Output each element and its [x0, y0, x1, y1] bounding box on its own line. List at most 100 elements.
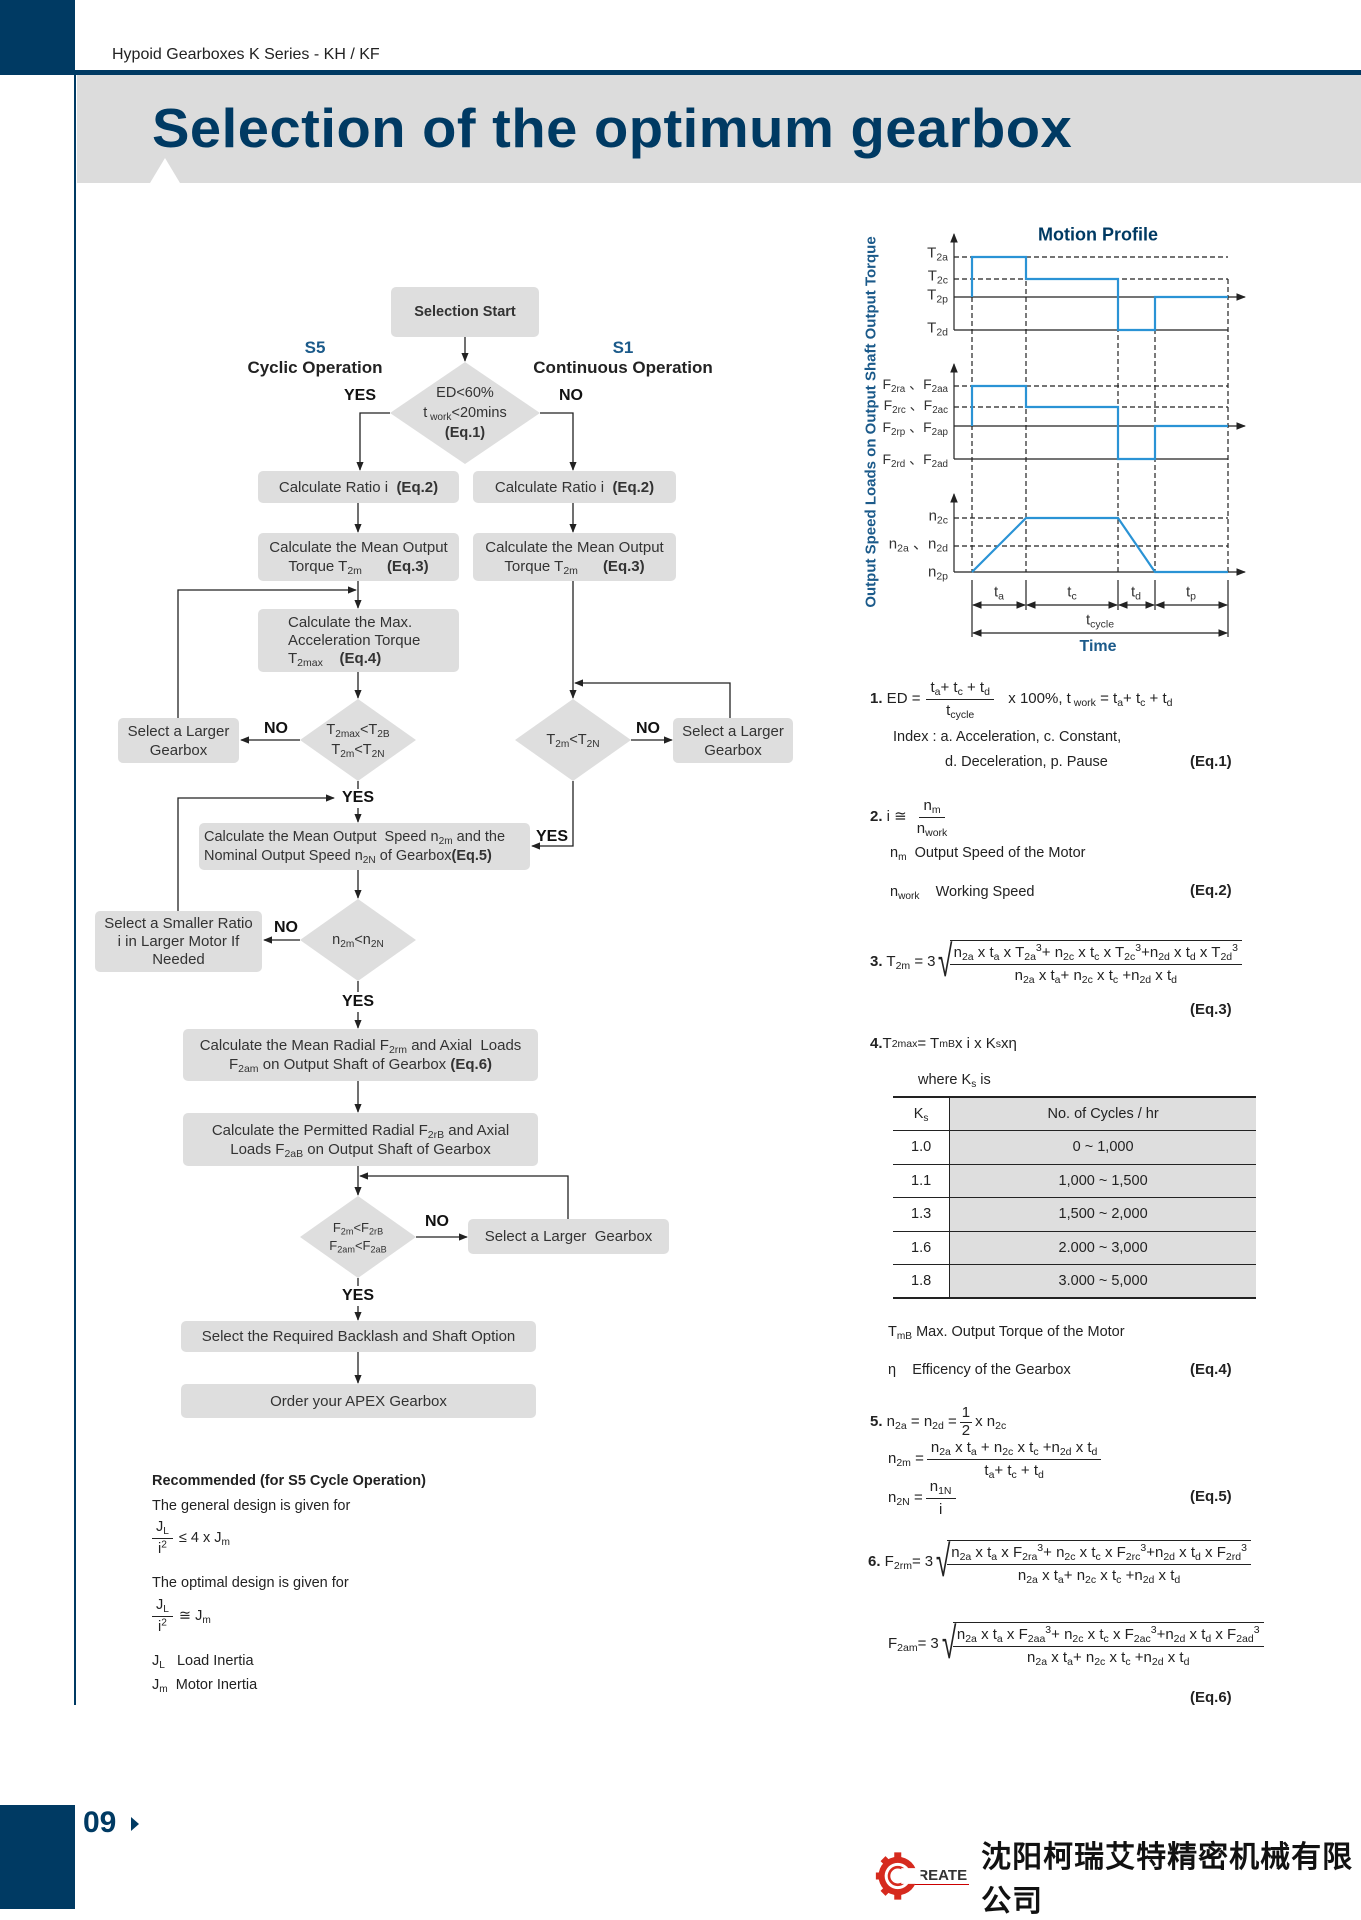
node-text: Gearbox [704, 741, 762, 759]
table-cell: 1.8 [893, 1264, 950, 1299]
level-label: n2c [928, 507, 948, 527]
eq-lhs: 3. T2m = [870, 952, 924, 972]
ks-table: Ks No. of Cycles / hr 1.0 0 ~ 1,000 1.1 1,0… [893, 1096, 1256, 1299]
node-text: Select a Larger Gearbox [484, 1228, 653, 1245]
arrow-d1-no [540, 412, 577, 471]
no-label: NO [425, 1213, 449, 1230]
table-row: 1.0 0 ~ 1,000 [893, 1130, 1256, 1165]
page-number: 09 [83, 1806, 117, 1839]
node-text: n2m<n2N [332, 932, 384, 951]
eq1-tag: (Eq.1) [1190, 753, 1232, 770]
calc-permitted-loads-node: Calculate the Permitted Radial F2rB and … [183, 1113, 538, 1166]
eq4-tag: (Eq.4) [1190, 1361, 1232, 1378]
level-label: n2a 、n2d [888, 535, 948, 555]
header-rule [75, 70, 1361, 75]
root-index: 3 [930, 1634, 939, 1652]
eq1-index: Index : a. Acceleration, c. Constant, [893, 729, 1122, 745]
table-cell: 1,500 ~ 2,000 [949, 1197, 1256, 1232]
frac-num: n2a x ta + n2c x tc +n2d x td [926, 1439, 1102, 1460]
table-row: 1.6 2.000 ~ 3,000 [893, 1231, 1256, 1265]
legend-load-inertia: JL Load Inertia [152, 1653, 254, 1672]
calc-mean-torque-right-node: Calculate the Mean Output Torque T2m (Eq.… [473, 533, 676, 581]
frac-num: n2a x ta x T2a3+ n2c x tc x T2c3+n2d x t… [949, 943, 1242, 965]
calc-max-accel-node: Calculate the Max. Acceleration Torque T2m… [258, 609, 459, 672]
eq-lhs: 1. ED = [870, 690, 921, 708]
frac-num: nm [919, 797, 945, 818]
cycle-label: tcycle [1085, 611, 1115, 631]
node-text: Calculate Ratio i (Eq.2) [494, 478, 655, 496]
arrow-loop-smaller [177, 794, 335, 911]
recommended-heading: Recommended (for S5 Cycle Operation) [152, 1473, 426, 1489]
eq3-tag: (Eq.3) [1190, 1001, 1232, 1018]
decision-ed: ED<60% t work<20mins (Eq.1) [390, 362, 540, 464]
yes-label: YES [343, 387, 377, 404]
frac-den: i [938, 1500, 943, 1518]
eq5-n2m: n2m = n2a x ta + n2c x tc +n2d x td ta+ tc… [888, 1439, 1107, 1480]
eq-lhs: 6. F2rm= [868, 1552, 921, 1572]
select-backlash-node: Select the Required Backlash and Shaft O… [181, 1321, 536, 1352]
radical-icon: √ [938, 937, 953, 986]
order-gearbox-node: Order your APEX Gearbox [181, 1384, 536, 1418]
node-text: Calculate Ratio i (Eq.2) [278, 478, 439, 496]
yes-label: YES [341, 993, 375, 1010]
eq-lhs: n2N = [888, 1489, 923, 1509]
node-text: t work<20mins [423, 405, 507, 424]
left-rule [74, 75, 76, 1705]
level-label: F2rc 、F2ac [883, 397, 948, 416]
s5-label: S5 Cyclic Operation [247, 338, 382, 378]
s1-label: S1 Continuous Operation [533, 338, 712, 378]
eq1-formula: 1. ED = ta+ tc + td tcycle x 100%, t work … [870, 679, 1173, 719]
table-row: 1.8 3.000 ~ 5,000 [893, 1264, 1256, 1299]
eq2-tag: (Eq.2) [1190, 882, 1232, 899]
frac-num: n2a x ta x F2aa3+ n2c x tc x F2ac3+n2d x… [952, 1625, 1264, 1647]
formula-den: i2 [158, 1539, 167, 1557]
node-text: Selection Start [414, 303, 516, 320]
table-cell: 1.3 [893, 1197, 950, 1232]
logo-text: CREATE [904, 1867, 970, 1885]
frac-den: n2a x ta+ n2c x tc +n2d x td [1017, 1566, 1181, 1586]
level-label: T2c [927, 267, 948, 287]
formula-den: i2 [158, 1617, 167, 1635]
phase-ticks [971, 580, 1229, 637]
node-text: (Eq.1) [444, 425, 486, 441]
node-text: Select a Larger [682, 722, 784, 740]
radical-icon: √ [941, 1619, 957, 1668]
level-label: T2p [927, 286, 948, 306]
node-text: Select the Required Backlash and Shaft O… [201, 1328, 516, 1345]
node-text: ED<60% [436, 385, 494, 401]
column-header: Ks [893, 1096, 950, 1131]
node-text: Calculate the Mean Radial F2rm and Axial… [199, 1037, 522, 1057]
calc-mean-speed-node: Calculate the Mean Output Speed n2m and … [199, 823, 530, 870]
motion-profile-y-label: Output Speed Loads on Output Shaft Outpu… [862, 236, 880, 608]
node-text: Order your APEX Gearbox [270, 1392, 447, 1410]
yes-label: YES [341, 1287, 375, 1304]
phase-label: td [1130, 583, 1142, 603]
node-text: Select a Smaller Ratio [104, 914, 253, 932]
frac-den: n2a x ta+ n2c x tc +n2d x td [1027, 1648, 1190, 1668]
node-text: Select a Larger [127, 722, 230, 740]
eq-rest: x 100%, t work = ta+ tc + td [1008, 690, 1173, 710]
frac-den: n2a x ta+ n2c x tc +n2d x td [1014, 966, 1177, 986]
frac-num: n1N [925, 1478, 956, 1499]
node-text: Torque T2m (Eq.3) [288, 558, 429, 578]
title-band-notch [150, 158, 180, 183]
formula-num: JL [152, 1519, 173, 1539]
node-text: Calculate the Mean Output [269, 539, 448, 556]
arrow-d1-yes [356, 412, 390, 471]
root-index: 3 [927, 952, 936, 970]
formula-rhs: ≤ 4 x Jm [178, 1529, 230, 1548]
legend-symbol: JL [152, 1653, 165, 1672]
node-text: Calculate the Mean Output [485, 539, 664, 556]
node-text: Nominal Output Speed n2N of Gearbox(Eq.5… [204, 847, 492, 866]
node-text: T2max (Eq.4) [288, 649, 382, 669]
eq-lhs: F2am= [888, 1634, 927, 1654]
level-label: T2d [927, 319, 948, 339]
optimal-design-formula: JL i2 ≅ Jm [152, 1597, 211, 1636]
s5-text: Cyclic Operation [247, 358, 383, 377]
table-row: 1.3 1,500 ~ 2,000 [893, 1197, 1256, 1232]
table-cell: 1.1 [893, 1164, 950, 1198]
node-text: T2m<T2N [331, 742, 385, 761]
force-profile-line [970, 384, 1228, 461]
